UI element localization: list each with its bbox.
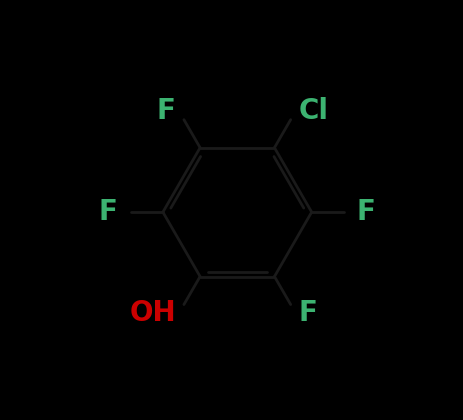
Text: F: F bbox=[299, 299, 318, 327]
Text: F: F bbox=[357, 198, 376, 226]
Text: OH: OH bbox=[129, 299, 176, 327]
Text: F: F bbox=[157, 97, 176, 125]
Text: Cl: Cl bbox=[299, 97, 329, 125]
Text: F: F bbox=[99, 198, 118, 226]
